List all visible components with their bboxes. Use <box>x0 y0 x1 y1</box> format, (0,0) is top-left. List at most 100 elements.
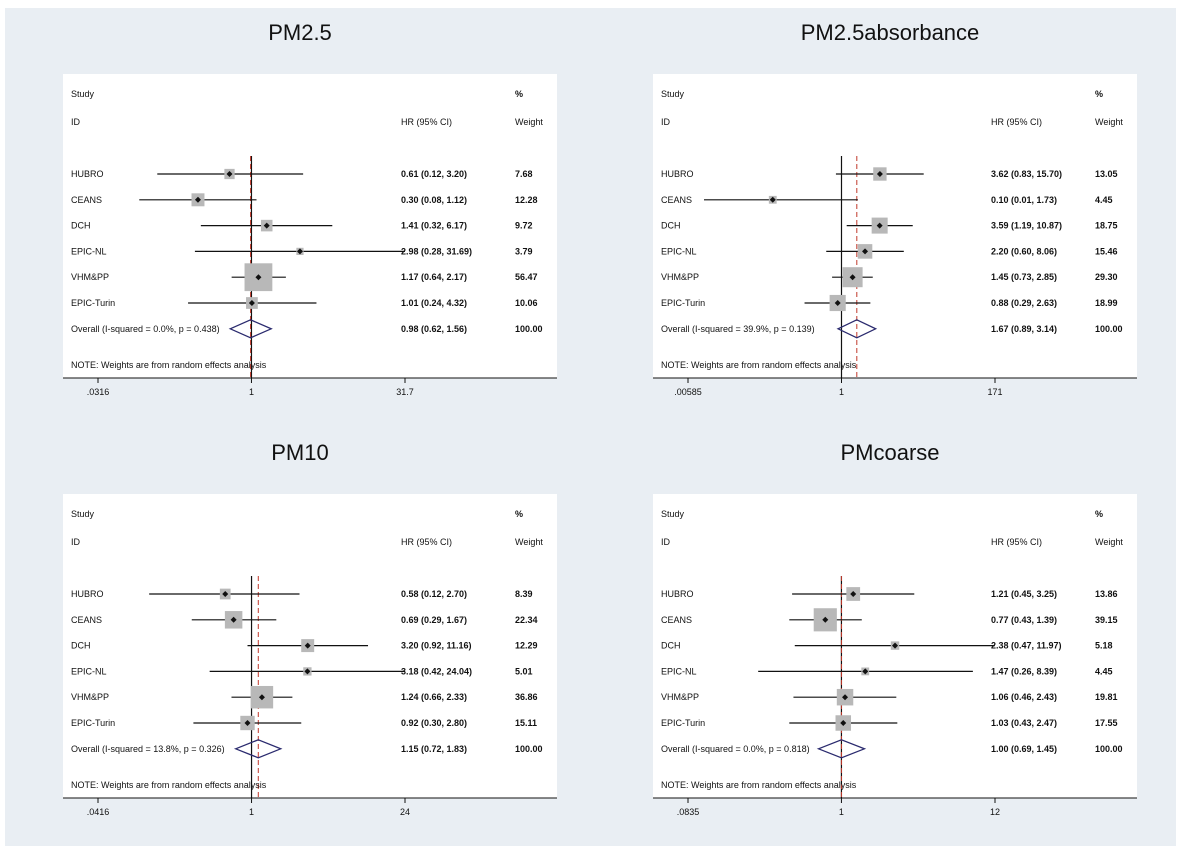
header-hr: HR (95% CI) <box>991 117 1042 127</box>
x-tick-label: 171 <box>987 387 1002 397</box>
hr-estimate-text: 0.69 (0.29, 1.67) <box>401 615 467 625</box>
overall-label: Overall (I-squared = 39.9%, p = 0.139) <box>661 324 815 334</box>
hr-estimate-text: 1.17 (0.64, 2.17) <box>401 272 467 282</box>
weight-value: 18.75 <box>1095 221 1118 231</box>
study-label: HUBRO <box>661 169 694 179</box>
weight-value: 13.86 <box>1095 589 1118 599</box>
hr-estimate-text: 1.47 (0.26, 8.39) <box>991 666 1057 676</box>
x-tick-label: 1 <box>249 807 254 817</box>
x-tick-label: 1 <box>839 387 844 397</box>
point-estimate-marker <box>226 171 233 177</box>
study-label: EPIC-Turin <box>661 298 705 308</box>
x-tick-label: 31.7 <box>396 387 414 397</box>
forest-panel-pm25-absorbance: PM2.5absorbance Study ID HR (95% CI)% Weigh… <box>595 8 1181 428</box>
header-hr: HR (95% CI) <box>401 117 452 127</box>
study-label: CEANS <box>661 615 692 625</box>
study-label: EPIC-Turin <box>661 718 705 728</box>
x-tick-label: 1 <box>839 807 844 817</box>
header-percent: % <box>515 89 523 99</box>
hr-estimate-text: 1.06 (0.46, 2.43) <box>991 692 1057 702</box>
weight-value: 7.68 <box>515 169 533 179</box>
point-estimate-marker <box>769 196 776 203</box>
point-estimate-marker <box>840 720 847 726</box>
forest-plot-svg: Study ID HR (95% CI)% Weight HUBRO 0.58 (0.12… <box>63 494 557 817</box>
study-label: VHM&PP <box>661 692 699 702</box>
header-percent: % <box>515 509 523 519</box>
point-estimate-marker <box>304 668 311 675</box>
x-tick-label: .0316 <box>87 387 110 397</box>
point-estimate-marker <box>296 248 303 255</box>
weight-value: 12.28 <box>515 195 538 205</box>
x-tick-label: .0416 <box>87 807 110 817</box>
weights-note: NOTE: Weights are from random effects an… <box>661 360 857 370</box>
study-label: EPIC-NL <box>661 666 697 676</box>
weight-value: 15.11 <box>515 718 537 728</box>
header-id: ID <box>661 537 671 547</box>
study-label: EPIC-NL <box>71 666 107 676</box>
point-estimate-marker <box>862 248 869 255</box>
header-weight: Weight <box>1095 537 1123 547</box>
x-tick-label: 1 <box>249 387 254 397</box>
hr-estimate-text: 2.98 (0.28, 31.69) <box>401 246 472 256</box>
point-estimate-marker <box>834 300 841 306</box>
hr-estimate-text: 0.58 (0.12, 2.70) <box>401 589 467 599</box>
hr-estimate-text: 1.01 (0.24, 4.32) <box>401 298 467 308</box>
hr-estimate-text: 0.30 (0.08, 1.12) <box>401 195 467 205</box>
weight-value: 22.34 <box>515 615 538 625</box>
study-label: EPIC-Turin <box>71 298 115 308</box>
weights-note: NOTE: Weights are from random effects an… <box>71 360 267 370</box>
study-label: HUBRO <box>661 589 694 599</box>
header-id: ID <box>71 537 81 547</box>
study-label: CEANS <box>661 195 692 205</box>
header-study: Study <box>661 89 685 99</box>
study-label: EPIC-NL <box>661 246 697 256</box>
hr-estimate-text: 0.92 (0.30, 2.80) <box>401 718 467 728</box>
weight-value: 10.06 <box>515 298 538 308</box>
weight-value: 8.39 <box>515 589 533 599</box>
overall-weight-value: 100.00 <box>1095 744 1123 754</box>
forest-panel-pmcoarse: PMcoarse Study ID HR (95% CI)% Weight HUBRO 1… <box>595 428 1181 848</box>
point-estimate-marker <box>258 694 265 701</box>
figure-background: PM2.5 Study ID HR (95% CI)% Weight HUBRO 0.61… <box>5 8 1176 846</box>
weights-note: NOTE: Weights are from random effects an… <box>71 780 267 790</box>
hr-estimate-text: 0.61 (0.12, 3.20) <box>401 169 467 179</box>
hr-estimate-text: 3.59 (1.19, 10.87) <box>991 221 1062 231</box>
header-study: Study <box>71 509 95 519</box>
forest-panel-pm25: PM2.5 Study ID HR (95% CI)% Weight HUBRO 0.61… <box>5 8 595 428</box>
weight-value: 9.72 <box>515 221 533 231</box>
point-estimate-marker <box>230 616 237 623</box>
point-estimate-marker <box>248 300 255 306</box>
overall-weight-value: 100.00 <box>1095 324 1123 334</box>
panel-title: PM2.5absorbance <box>800 20 980 45</box>
panel-title: PM2.5 <box>268 20 332 45</box>
weight-value: 3.79 <box>515 246 533 256</box>
point-estimate-marker <box>876 171 883 177</box>
header-hr: HR (95% CI) <box>401 537 452 547</box>
study-label: CEANS <box>71 615 102 625</box>
point-estimate-marker <box>849 274 856 281</box>
hr-estimate-text: 2.20 (0.60, 8.06) <box>991 246 1057 256</box>
header-percent: % <box>1095 509 1103 519</box>
overall-weight-value: 100.00 <box>515 744 543 754</box>
study-label: VHM&PP <box>661 272 699 282</box>
hr-estimate-text: 1.45 (0.73, 2.85) <box>991 272 1057 282</box>
overall-label: Overall (I-squared = 0.0%, p = 0.438) <box>71 324 220 334</box>
study-label: DCH <box>661 221 681 231</box>
overall-estimate-text: 1.00 (0.69, 1.45) <box>991 744 1057 754</box>
weight-value: 19.81 <box>1095 692 1118 702</box>
weights-note: NOTE: Weights are from random effects an… <box>661 780 857 790</box>
header-hr: HR (95% CI) <box>991 537 1042 547</box>
overall-label: Overall (I-squared = 0.0%, p = 0.818) <box>661 744 810 754</box>
forest-panel-pm10: PM10 Study ID HR (95% CI)% Weight HUBRO 0.58 … <box>5 428 595 848</box>
overall-estimate-text: 0.98 (0.62, 1.56) <box>401 324 467 334</box>
study-label: CEANS <box>71 195 102 205</box>
hr-estimate-text: 1.41 (0.32, 6.17) <box>401 221 467 231</box>
hr-estimate-text: 3.62 (0.83, 15.70) <box>991 169 1062 179</box>
weight-value: 17.55 <box>1095 718 1118 728</box>
weight-value: 4.45 <box>1095 195 1113 205</box>
hr-estimate-text: 1.24 (0.66, 2.33) <box>401 692 467 702</box>
hr-estimate-text: 1.21 (0.45, 3.25) <box>991 589 1057 599</box>
overall-diamond <box>836 319 878 339</box>
point-estimate-marker <box>255 274 262 281</box>
study-label: HUBRO <box>71 589 104 599</box>
